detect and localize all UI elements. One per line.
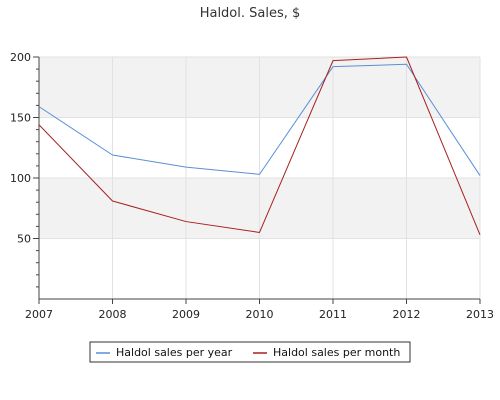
x-axis-tick-labels: 2007 2008 2009 2010 2011 2012 2013	[25, 308, 494, 321]
y-axis-tick-labels: 50 100 150 200	[10, 51, 31, 246]
series-line-sales-per-month	[38, 56, 481, 236]
series-lines	[38, 56, 481, 236]
x-tick-label: 2008	[99, 308, 127, 321]
x-tick-label: 2013	[466, 308, 494, 321]
y-tick-label: 200	[10, 51, 31, 64]
y-tick-label: 100	[10, 172, 31, 185]
legend-label-sales-per-month: Haldol sales per month	[273, 346, 400, 359]
x-tick-label: 2009	[172, 308, 200, 321]
y-tick-label: 150	[10, 112, 31, 125]
horizontal-gridlines	[39, 56, 480, 239]
x-tick-label: 2012	[393, 308, 421, 321]
x-tick-label: 2010	[246, 308, 274, 321]
legend: Haldol sales per year Haldol sales per m…	[89, 341, 411, 363]
chart-title: Haldol. Sales, $	[200, 6, 301, 21]
series-line-sales-per-year	[38, 63, 481, 176]
legend-label-sales-per-year: Haldol sales per year	[116, 346, 233, 359]
legend-box	[89, 341, 411, 363]
x-tick-label: 2007	[25, 308, 53, 321]
y-tick-label: 50	[17, 233, 31, 246]
x-tick-label: 2011	[319, 308, 347, 321]
axes	[33, 56, 481, 304]
